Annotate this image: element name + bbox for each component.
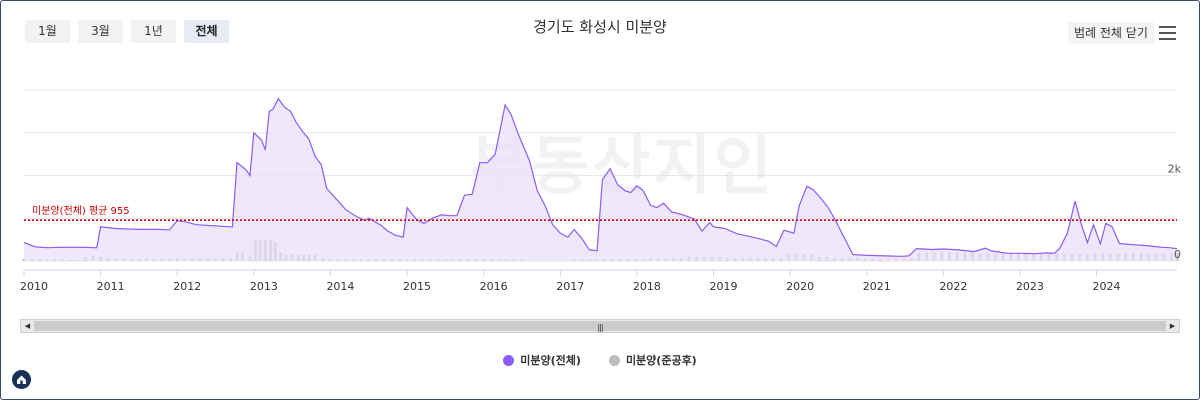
legend-label-total: 미분양(전체) — [520, 354, 581, 367]
range-button-1m[interactable]: 1월 — [25, 20, 70, 43]
grip-icon: ||| — [597, 323, 603, 332]
range-button-3m[interactable]: 3월 — [78, 20, 123, 43]
home-logo-icon[interactable] — [12, 370, 31, 389]
legend-dot-completed-icon — [608, 354, 620, 366]
x-tick-label: 2013 — [250, 280, 278, 293]
x-tick-label: 2024 — [1093, 280, 1121, 293]
total-area — [24, 98, 1177, 261]
x-tick-label: 2012 — [173, 280, 201, 293]
y-axis: 0 2k — [1168, 163, 1182, 262]
x-tick-label: 2023 — [1016, 280, 1044, 293]
legend-label-completed: 미분양(준공후) — [625, 354, 697, 367]
y-tick-label: 0 — [1174, 248, 1181, 261]
x-tick-label: 2015 — [403, 280, 431, 293]
scroll-right-icon[interactable]: ▶ — [1169, 322, 1176, 330]
scroll-thumb[interactable]: ||| — [34, 321, 1166, 332]
hamburger-menu-icon[interactable] — [1159, 26, 1176, 40]
range-button-1y[interactable]: 1년 — [131, 20, 176, 43]
x-tick-label: 2010 — [20, 280, 48, 293]
legend-close-button[interactable]: 범례 전체 닫기 — [1068, 22, 1154, 44]
x-tick-label: 2018 — [633, 280, 661, 293]
chart-title: 경기도 화성시 미분양 — [533, 18, 667, 36]
y-tick-label: 2k — [1168, 163, 1182, 176]
x-tick-label: 2014 — [326, 280, 354, 293]
x-axis: 2010 2011 2012 2013 2014 2015 2016 2017 2018 2019… — [20, 269, 1177, 293]
legend-dot-total-icon — [503, 354, 515, 366]
x-tick-label: 2022 — [939, 280, 967, 293]
average-label: 미분양(전체) 평균 955 — [32, 205, 130, 217]
x-tick-label: 2019 — [710, 280, 738, 293]
chart-svg: 미분양(전체) 평균 955 2010 2011 2012 2013 2014 2015 2… — [20, 89, 1182, 293]
scroll-left-icon[interactable]: ◀ — [24, 322, 31, 330]
x-tick-label: 2011 — [97, 280, 125, 293]
legend-item-total[interactable]: 미분양(전체) — [503, 352, 581, 368]
legend: 미분양(전체) 미분양(준공후) — [0, 352, 1200, 368]
total-line — [23, 97, 1178, 257]
legend-item-completed[interactable]: 미분양(준공후) — [608, 352, 697, 368]
x-tick-label: 2017 — [556, 280, 584, 293]
horizontal-scrollbar[interactable]: ◀ ||| ▶ — [20, 319, 1180, 333]
x-tick-label: 2020 — [786, 280, 814, 293]
x-tick-label: 2016 — [480, 280, 508, 293]
range-button-all[interactable]: 전체 — [184, 20, 229, 43]
x-tick-label: 2021 — [863, 280, 891, 293]
range-selector: 1월 3월 1년 전체 — [25, 20, 229, 43]
